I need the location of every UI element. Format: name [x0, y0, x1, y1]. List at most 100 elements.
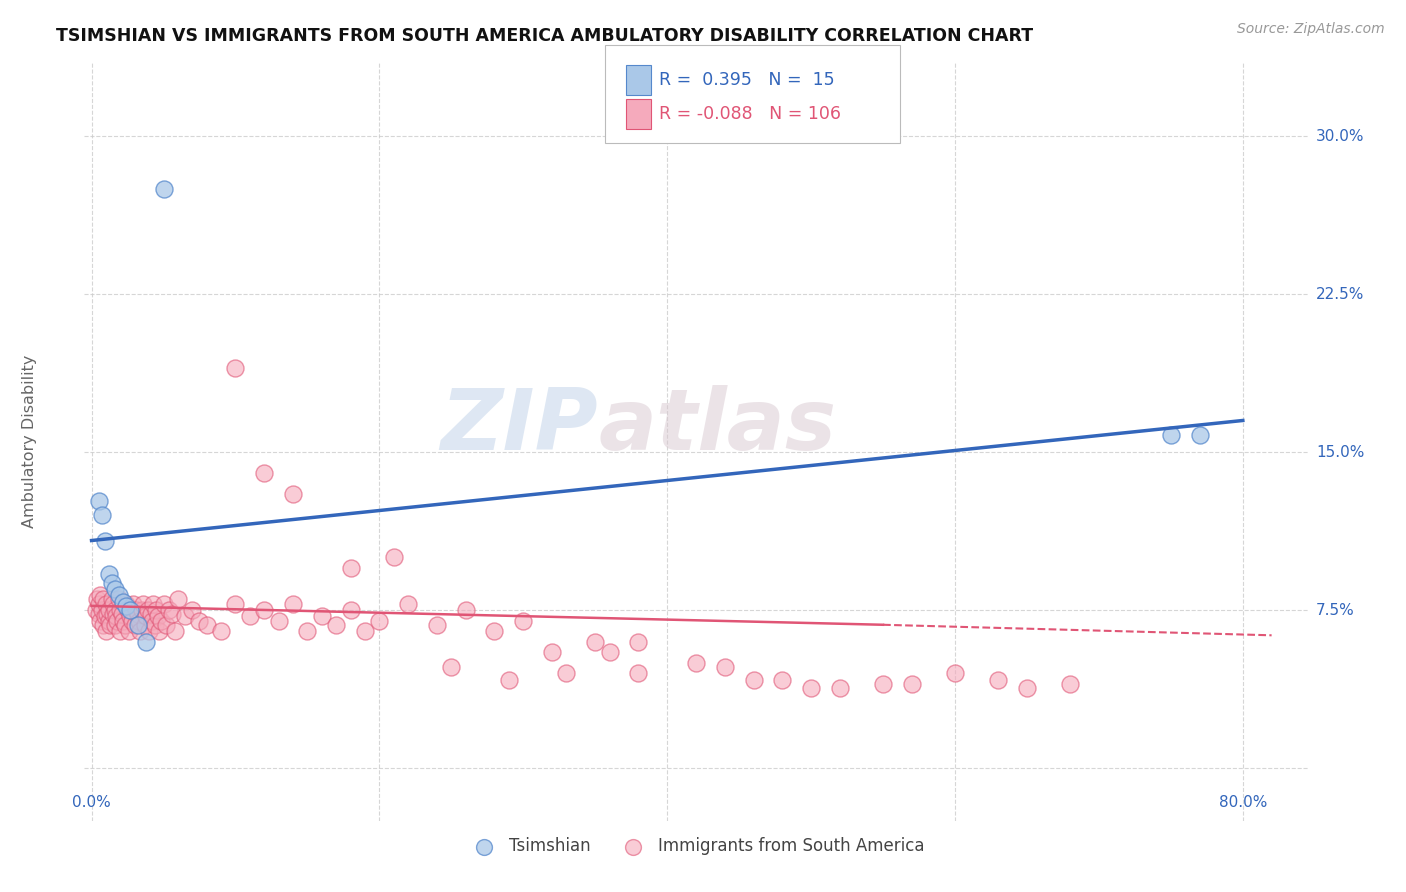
Point	[110, 624, 132, 639]
Text: R = -0.088   N = 106: R = -0.088 N = 106	[659, 105, 841, 123]
Point	[152, 182, 174, 196]
Point	[127, 607, 149, 622]
Text: 7.5%: 7.5%	[1316, 602, 1354, 617]
Point	[828, 681, 851, 695]
Point	[97, 614, 120, 628]
Point	[94, 624, 117, 639]
Point	[87, 493, 110, 508]
Point	[103, 617, 125, 632]
Point	[97, 603, 120, 617]
Point	[100, 575, 122, 590]
Point	[987, 673, 1010, 687]
Point	[89, 588, 111, 602]
Point	[901, 677, 924, 691]
Point	[311, 609, 333, 624]
Point	[599, 645, 621, 659]
Point	[96, 607, 118, 622]
Point	[87, 607, 110, 622]
Point	[139, 607, 162, 622]
Point	[209, 624, 232, 639]
Point	[94, 597, 117, 611]
Text: 80.0%: 80.0%	[1219, 795, 1267, 810]
Point	[152, 597, 174, 611]
Point	[239, 609, 262, 624]
Point	[541, 645, 564, 659]
Point	[120, 609, 142, 624]
Point	[396, 597, 419, 611]
Point	[110, 603, 132, 617]
Text: 15.0%: 15.0%	[1316, 444, 1364, 459]
Point	[97, 567, 120, 582]
Point	[943, 666, 966, 681]
Point	[142, 597, 165, 611]
Point	[124, 617, 146, 632]
Text: atlas: atlas	[598, 384, 837, 468]
Point	[160, 607, 183, 622]
Point	[253, 466, 276, 480]
Point	[1188, 428, 1211, 442]
Point	[149, 614, 172, 628]
Point	[117, 603, 139, 617]
Point	[145, 603, 167, 617]
Point	[253, 603, 276, 617]
Point	[174, 609, 197, 624]
Text: R =  0.395   N =  15: R = 0.395 N = 15	[659, 71, 835, 89]
Point	[354, 624, 377, 639]
Point	[188, 614, 211, 628]
Point	[157, 603, 180, 617]
Point	[115, 599, 138, 613]
Point	[339, 603, 361, 617]
Point	[86, 592, 108, 607]
Point	[135, 634, 157, 648]
Point	[440, 660, 463, 674]
Point	[112, 594, 135, 608]
Point	[112, 614, 135, 628]
Point	[484, 624, 506, 639]
Point	[108, 592, 131, 607]
Point	[90, 508, 112, 523]
Point	[195, 617, 218, 632]
Point	[800, 681, 823, 695]
Point	[121, 614, 143, 628]
Text: 22.5%: 22.5%	[1316, 286, 1364, 301]
Point	[141, 614, 163, 628]
Point	[103, 582, 125, 596]
Point	[281, 487, 304, 501]
Point	[454, 603, 477, 617]
Point	[84, 603, 107, 617]
Point	[224, 597, 246, 611]
Point	[498, 673, 520, 687]
Point	[118, 624, 141, 639]
Point	[101, 597, 124, 611]
Point	[143, 617, 166, 632]
Point	[148, 624, 170, 639]
Text: ZIP: ZIP	[440, 384, 598, 468]
Point	[281, 597, 304, 611]
Point	[770, 673, 793, 687]
Point	[105, 609, 128, 624]
Point	[1015, 681, 1038, 695]
Point	[131, 603, 153, 617]
Point	[125, 603, 148, 617]
Point	[224, 360, 246, 375]
Point	[91, 592, 114, 607]
Point	[115, 597, 138, 611]
Point	[583, 634, 606, 648]
Point	[297, 624, 319, 639]
Point	[325, 617, 347, 632]
Point	[135, 609, 157, 624]
Point	[426, 617, 449, 632]
Text: Ambulatory Disability: Ambulatory Disability	[22, 355, 37, 528]
Point	[163, 624, 186, 639]
Legend: Tsimshian, Immigrants from South America: Tsimshian, Immigrants from South America	[461, 830, 931, 862]
Point	[382, 550, 405, 565]
Point	[132, 597, 155, 611]
Point	[89, 614, 111, 628]
Point	[627, 666, 650, 681]
Point	[136, 603, 159, 617]
Point	[368, 614, 391, 628]
Point	[90, 603, 112, 617]
Point	[167, 592, 190, 607]
Point	[114, 617, 136, 632]
Point	[87, 597, 110, 611]
